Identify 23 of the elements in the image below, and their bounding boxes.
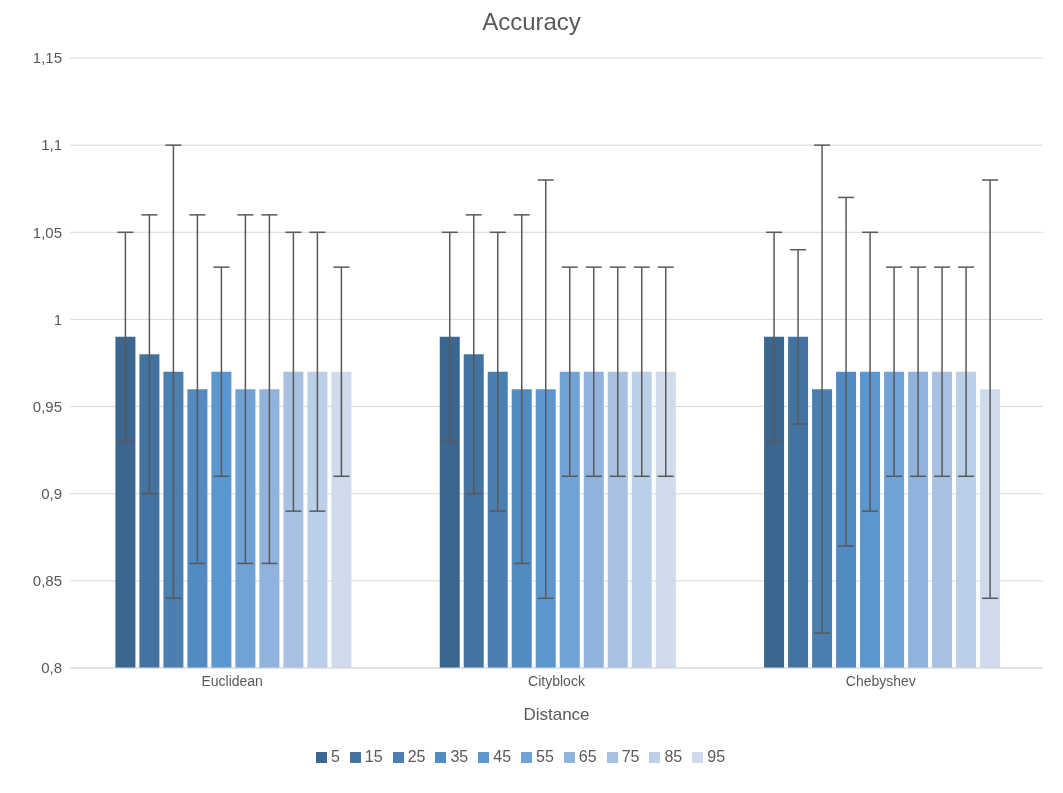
legend-label: 65: [578, 748, 597, 765]
y-tick-label: 1,05: [32, 223, 62, 241]
legend-label: 45: [493, 748, 512, 765]
y-tick-label: 0,95: [32, 397, 62, 415]
legend-label: 35: [450, 748, 469, 765]
legend-label: 95: [707, 748, 726, 765]
y-tick-label: 1,15: [32, 49, 62, 67]
x-axis-title: Distance: [523, 705, 590, 724]
y-tick-label: 0,8: [41, 659, 62, 677]
legend-label: 15: [364, 748, 383, 765]
x-tick-label: Chebyshev: [845, 672, 916, 689]
legend-label: 25: [407, 748, 426, 765]
x-tick-label: Cityblock: [528, 672, 586, 689]
chart-title: Accuracy: [481, 8, 582, 36]
legend-label: 5: [330, 748, 340, 765]
legend-label: 85: [664, 748, 683, 765]
legend-label: 75: [621, 748, 640, 765]
y-tick-label: 1: [53, 310, 62, 328]
y-tick-label: 0,9: [41, 485, 62, 503]
legend-label: 55: [536, 748, 554, 765]
y-tick-label: 1,1: [41, 136, 62, 154]
x-tick-label: Euclidean: [201, 672, 263, 689]
y-tick-label: 0,85: [32, 572, 62, 590]
